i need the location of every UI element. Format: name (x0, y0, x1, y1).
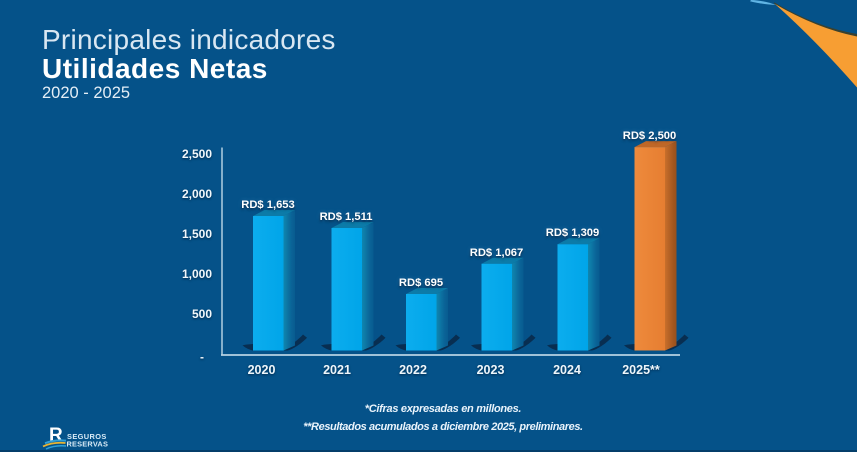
svg-text:RESERVAS: RESERVAS (67, 440, 109, 449)
svg-text:SEGUROS: SEGUROS (67, 432, 107, 441)
